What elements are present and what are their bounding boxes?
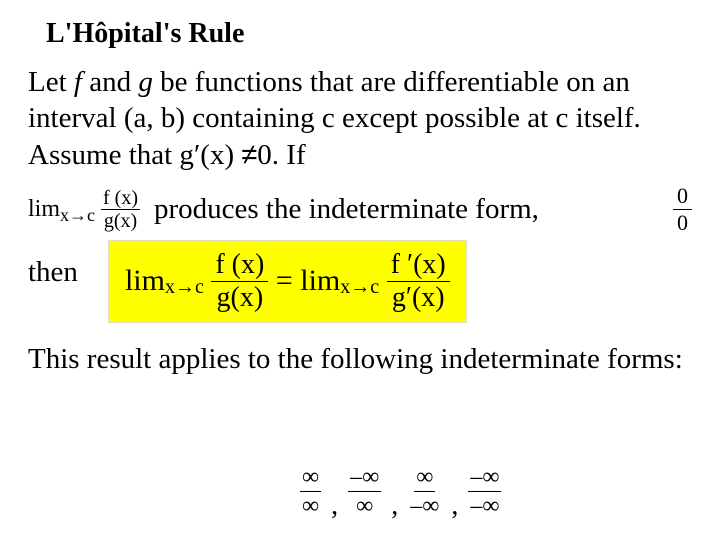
separator: ,	[445, 490, 464, 522]
denominator: g′(x)	[388, 282, 449, 312]
rhs-fraction: f ′(x) g′(x)	[387, 251, 450, 312]
conclusion-row: then limx→c f (x) g(x) = limx→c f ′(x) g…	[28, 240, 692, 323]
lim-text: lim	[125, 264, 165, 298]
inf-form: –∞ –∞	[468, 465, 501, 518]
indeterminate-forms: ∞ ∞ , –∞ ∞ , ∞ –∞ , –∞ –∞	[300, 465, 501, 518]
numerator: f ′(x)	[387, 251, 450, 282]
lim-text: lim	[300, 264, 340, 298]
inf-form: ∞ –∞	[408, 465, 441, 518]
numerator: –∞	[468, 465, 501, 492]
then-label: then	[28, 240, 78, 289]
para-text: and	[82, 66, 138, 98]
limit-expression: limx→c f (x) g(x)	[28, 188, 140, 231]
numerator: f (x)	[101, 188, 140, 210]
theorem-statement: Let f and g be functions that are differ…	[28, 64, 692, 173]
indeterminate-row: limx→c f (x) g(x) produces the indetermi…	[28, 185, 692, 234]
fraction: f (x) g(x)	[101, 188, 140, 231]
para-text: 0. If	[257, 139, 305, 171]
indeterminate-text: produces the indeterminate form,	[154, 193, 539, 226]
slide-title: L'Hôpital's Rule	[46, 18, 692, 50]
denominator: –∞	[408, 492, 441, 518]
denominator: g(x)	[213, 282, 268, 312]
lim-text: lim	[28, 196, 60, 223]
para-text: (x)	[200, 139, 241, 171]
not-equal-icon: ≠	[241, 139, 257, 171]
separator: ,	[325, 490, 344, 522]
denominator: ∞	[354, 492, 375, 518]
denominator: 0	[673, 210, 692, 234]
numerator: –∞	[348, 465, 381, 492]
func-f: f	[74, 66, 82, 98]
numerator: ∞	[300, 465, 321, 492]
numerator: 0	[673, 185, 692, 210]
lhopital-formula: limx→c f (x) g(x) = limx→c f ′(x) g′(x)	[108, 240, 467, 323]
numerator: ∞	[414, 465, 435, 492]
lim-subscript: x→c	[165, 276, 204, 299]
lim-subscript: x→c	[60, 205, 95, 226]
applies-text: This result applies to the following ind…	[28, 341, 692, 377]
inf-form: ∞ ∞	[300, 465, 321, 518]
para-text: Let	[28, 66, 74, 98]
numerator: f (x)	[211, 251, 268, 282]
denominator: g(x)	[102, 210, 139, 231]
zero-over-zero: 0 0	[673, 185, 692, 234]
separator: ,	[385, 490, 404, 522]
denominator: –∞	[468, 492, 501, 518]
equals-sign: =	[276, 264, 293, 298]
denominator: ∞	[300, 492, 321, 518]
lim-subscript: x→c	[340, 276, 379, 299]
func-g: g	[138, 66, 153, 98]
lhs-fraction: f (x) g(x)	[211, 251, 268, 312]
inf-form: –∞ ∞	[348, 465, 381, 518]
